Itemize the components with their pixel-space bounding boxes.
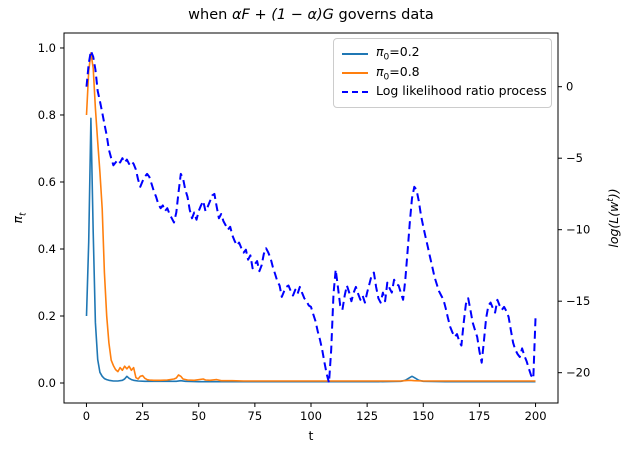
x-tick-label: 175 xyxy=(468,409,490,423)
right-y-tick-label: −20 xyxy=(566,366,590,380)
pi-subscript: t xyxy=(18,212,29,216)
right-y-tick-label: −10 xyxy=(566,223,590,237)
x-tick-label: 150 xyxy=(412,409,434,423)
title-prefix: when xyxy=(188,7,232,23)
x-tick-label: 200 xyxy=(525,409,547,423)
left-y-tick-label: 0.2 xyxy=(38,309,56,323)
legend: π0=0.2 π0=0.8 Log likelihood ratio proce… xyxy=(333,38,552,108)
right-y-axis-label: log(L(wt)) xyxy=(603,160,622,276)
legend-label: π0=0.2 xyxy=(376,44,420,63)
legend-item-log-likelihood: Log likelihood ratio process xyxy=(342,83,547,102)
log-label-pre: log(L(w xyxy=(606,201,622,248)
x-tick-label: 0 xyxy=(83,409,90,423)
left-y-tick-label: 0.0 xyxy=(38,376,56,390)
legend-item-pi0-0.8: π0=0.8 xyxy=(342,63,543,82)
x-tick-label: 125 xyxy=(356,409,378,423)
legend-line-sample-dashed xyxy=(342,91,368,94)
log-label-post: )) xyxy=(606,188,622,199)
series-line-log-likelihood-ratio-process xyxy=(85,49,537,384)
right-y-tick-label: 0 xyxy=(566,80,573,94)
title-math: αF + (1 − α)G xyxy=(231,7,334,23)
legend-label: π0=0.8 xyxy=(376,63,420,83)
legend-item-pi0-0.2: π0=0.2 xyxy=(342,44,543,63)
series-line--0-0.8 xyxy=(85,52,536,382)
chart-title: when αF + (1 − α)G governs data xyxy=(64,7,558,23)
legend-line-sample-orange xyxy=(342,71,368,74)
series-line--0-0.2 xyxy=(85,117,536,383)
left-y-tick-label: 0.8 xyxy=(38,108,56,122)
left-y-tick-label: 1.0 xyxy=(38,41,56,55)
left-y-axis-label: πt xyxy=(10,168,29,268)
right-y-tick-label: −5 xyxy=(566,151,583,165)
x-tick-label: 100 xyxy=(300,409,322,423)
pi-symbol: π xyxy=(10,216,25,224)
left-y-tick-label: 0.4 xyxy=(38,242,56,256)
x-tick-label: 50 xyxy=(191,409,206,423)
left-y-tick-label: 0.6 xyxy=(38,175,56,189)
log-label-sup: t xyxy=(606,198,616,202)
x-axis-label: t xyxy=(308,428,314,443)
right-y-tick-label: −15 xyxy=(566,294,590,308)
legend-label: Log likelihood ratio process xyxy=(376,83,547,99)
title-suffix: governs data xyxy=(333,7,434,23)
legend-line-sample-blue xyxy=(342,52,368,55)
x-tick-label: 25 xyxy=(135,409,150,423)
x-tick-label: 75 xyxy=(248,409,263,423)
